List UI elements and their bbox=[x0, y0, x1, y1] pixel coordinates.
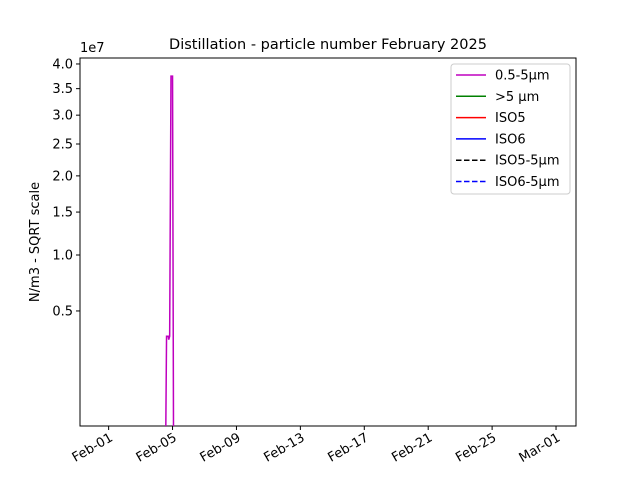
plot-frame bbox=[79, 57, 577, 427]
plot-area bbox=[165, 75, 175, 426]
legend-label: ISO5 bbox=[495, 111, 526, 126]
y-axis-label: N/m3 - SQRT scale bbox=[28, 182, 43, 302]
y-tick-label: 1.5 bbox=[52, 206, 73, 221]
legend-label: 0.5-5µm bbox=[495, 69, 550, 84]
y-tick-label: 2.0 bbox=[52, 169, 73, 184]
x-tick-label: Feb-25 bbox=[453, 430, 499, 465]
series-line bbox=[165, 75, 175, 426]
x-tick-label: Feb-09 bbox=[198, 430, 244, 465]
legend-label: ISO5-5µm bbox=[495, 154, 560, 169]
y-tick-label: 3.0 bbox=[52, 109, 73, 124]
y-tick-label: 1.0 bbox=[52, 249, 73, 264]
legend-label: ISO6-5µm bbox=[495, 175, 560, 190]
chart-title: Distillation - particle number February … bbox=[169, 37, 487, 53]
y-tick-label: 0.5 bbox=[52, 304, 73, 319]
y-tick-label: 3.5 bbox=[52, 82, 73, 97]
x-tick-label: Feb-21 bbox=[389, 430, 435, 465]
x-tick-label: Feb-05 bbox=[134, 430, 180, 465]
legend-label: >5 µm bbox=[495, 90, 539, 105]
x-tick-label: Mar-01 bbox=[517, 430, 563, 465]
y-tick-label: 2.5 bbox=[52, 137, 73, 152]
x-tick-label: Feb-01 bbox=[70, 430, 116, 465]
x-tick-label: Feb-13 bbox=[262, 430, 308, 465]
x-tick-label: Feb-17 bbox=[325, 430, 371, 465]
y-offset-label: 1e7 bbox=[80, 41, 105, 56]
y-tick-label: 4.0 bbox=[52, 57, 73, 72]
legend-label: ISO6 bbox=[495, 132, 526, 147]
